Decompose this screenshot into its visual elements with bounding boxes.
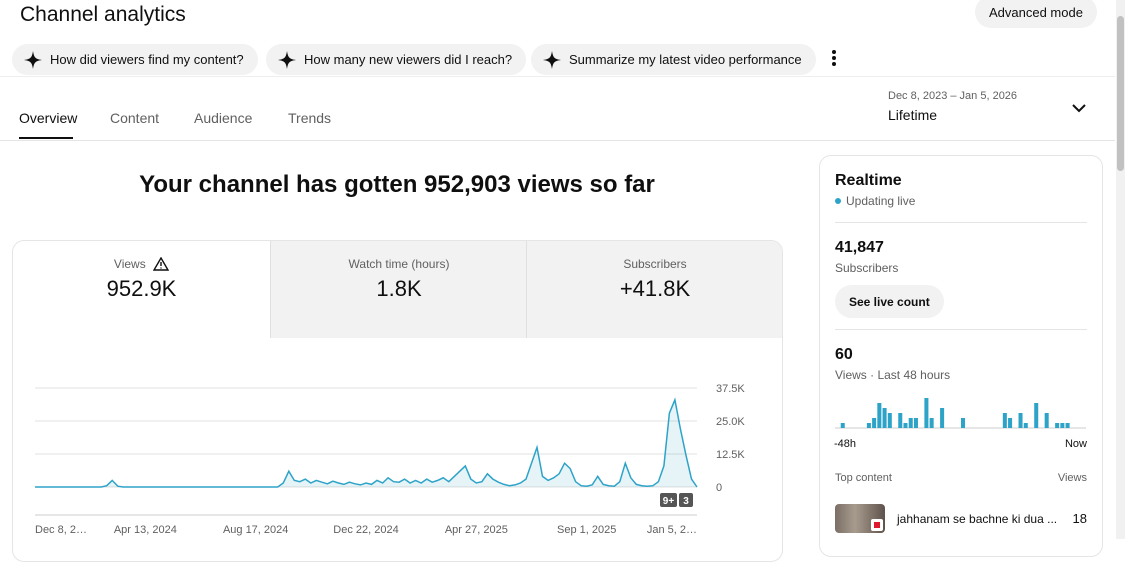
subscriber-count: 41,847 — [835, 239, 884, 256]
tab-overview[interactable]: Overview — [19, 110, 78, 126]
more-menu[interactable] — [828, 49, 840, 67]
status-text: Updating live — [846, 194, 916, 208]
metric-label: Views — [113, 257, 146, 271]
tab[interactable]: Audience — [194, 110, 253, 126]
video-title[interactable]: jahhanam se bachne ki dua ... — [897, 512, 1058, 526]
live-count-button[interactable]: See live count — [835, 285, 944, 318]
metric-tab[interactable]: Subscribers +41.8K — [526, 241, 782, 338]
metric-value: +41.8K — [619, 276, 691, 301]
video-thumbnail[interactable] — [835, 504, 885, 533]
suggestion-chip[interactable]: Summarize my latest video performance — [531, 44, 816, 75]
metric-label: Subscribers — [623, 257, 687, 271]
divider — [0, 76, 1115, 77]
thumbnail-badge — [871, 519, 883, 531]
sparkle-icon — [278, 50, 296, 69]
warning-icon — [152, 256, 170, 271]
tab[interactable]: Trends — [288, 110, 332, 126]
realtime-card: Realtime Updating live 41,847 Subscriber… — [819, 155, 1103, 557]
date-range: Dec 8, 2023 – Jan 5, 2026 — [888, 90, 1018, 102]
badge-mark — [874, 522, 880, 528]
views-count: 60 — [835, 346, 853, 363]
headline: Your channel has gotten 952,903 views so… — [139, 171, 655, 198]
subscriber-label: Subscribers — [835, 261, 899, 275]
metric-label: Watch time (hours) — [348, 257, 450, 271]
divider — [835, 329, 1087, 330]
scrollbar — [1116, 0, 1125, 539]
advanced-mode-button[interactable]: Advanced mode — [975, 0, 1097, 28]
live-dot — [835, 198, 841, 204]
page-title: Channel analytics — [20, 3, 186, 26]
tab-underline — [19, 137, 73, 139]
sparkle-icon — [24, 50, 42, 69]
live-status: Updating live — [835, 194, 915, 208]
top-content-header: Top content — [835, 472, 892, 484]
metrics-card: Views 952.9K Watch time (hours) 1.8K Sub… — [12, 240, 783, 562]
metric-label-row: Views — [13, 256, 270, 271]
suggestion-chip[interactable]: How many new viewers did I reach? — [266, 44, 527, 75]
realtime-title: Realtime — [835, 172, 902, 189]
suggestion-text: How did viewers find my content? — [50, 52, 244, 67]
suggestion-text: How many new viewers did I reach? — [304, 52, 513, 67]
metric-value: 1.8K — [376, 276, 422, 301]
tab[interactable]: Content — [110, 110, 160, 126]
scrollbar-thumb — [1117, 16, 1124, 171]
suggestion-text: Summarize my latest video performance — [569, 52, 802, 67]
sparkle-icon — [543, 50, 561, 69]
divider — [835, 222, 1087, 223]
dropdown-chevron[interactable] — [1071, 101, 1087, 115]
date-range-label[interactable]: Lifetime — [888, 107, 938, 123]
metric-tab[interactable]: Views 952.9K — [13, 241, 270, 338]
views-label: Views · Last 48 hours — [835, 368, 951, 382]
divider — [0, 140, 1115, 141]
metric-value: 952.9K — [106, 276, 177, 301]
metric-tab[interactable]: Watch time (hours) 1.8K — [270, 241, 527, 338]
suggestion-chip[interactable]: How did viewers find my content? — [12, 44, 258, 75]
video-views: 18 — [1072, 511, 1087, 526]
views-header: Views — [1057, 472, 1087, 484]
